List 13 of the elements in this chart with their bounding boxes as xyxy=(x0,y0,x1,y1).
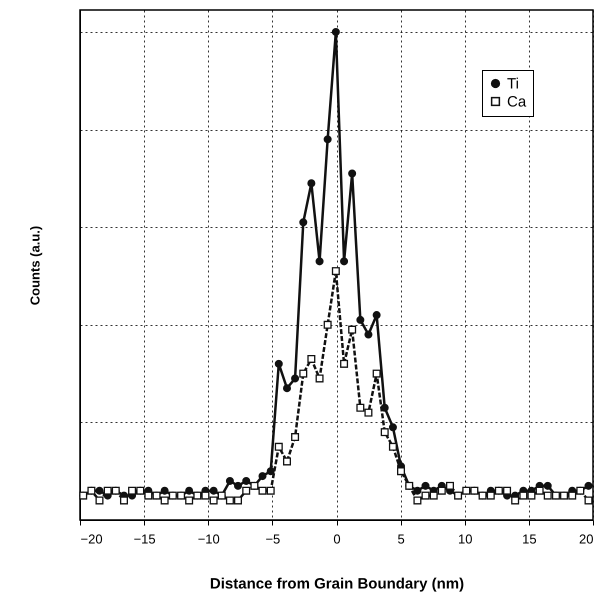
x-tick-label: −20 xyxy=(80,532,103,546)
x-axis-title: Distance from Grain Boundary (nm) xyxy=(210,576,464,592)
x-tick-label: −10 xyxy=(198,532,220,546)
legend-label: Ca xyxy=(507,94,527,110)
x-tick-label: 20 xyxy=(579,532,594,546)
y-axis-title: Counts (a.u.) xyxy=(28,226,42,306)
x-tick-label: 0 xyxy=(333,532,341,546)
x-tick-label: 5 xyxy=(398,532,405,546)
legend-label: Ti xyxy=(507,76,519,92)
x-tick-label: −5 xyxy=(265,532,280,546)
x-tick-label: −15 xyxy=(134,532,156,546)
x-tick-label: 10 xyxy=(458,532,472,546)
x-tick-label: 15 xyxy=(522,532,537,546)
